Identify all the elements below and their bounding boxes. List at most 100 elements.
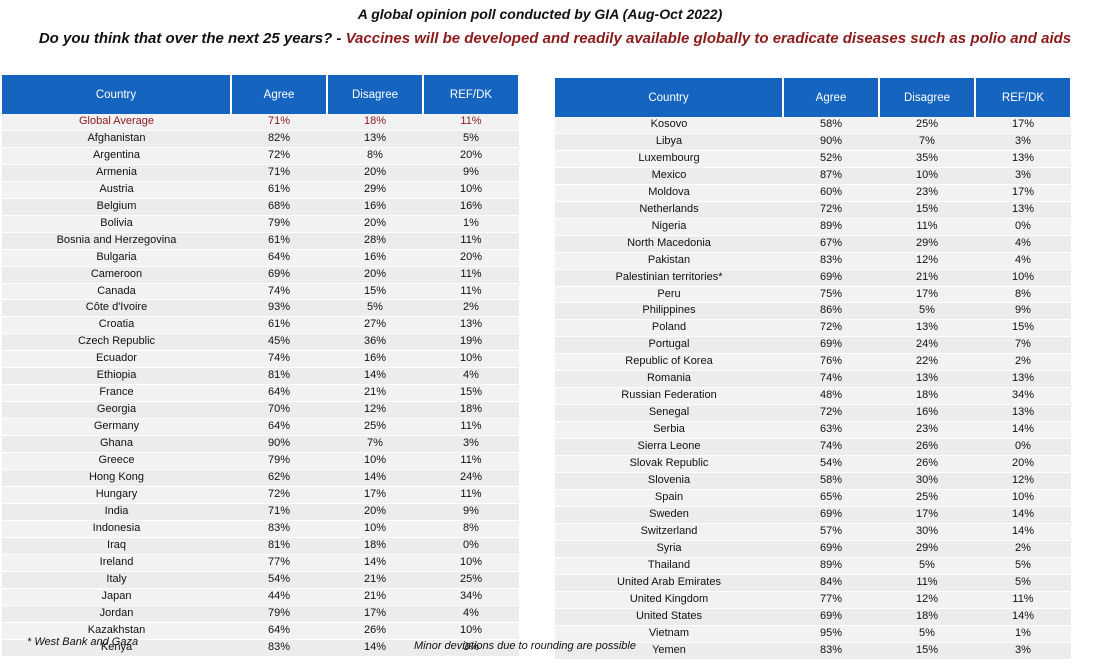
agree-cell: 61% — [231, 316, 327, 335]
country-cell: Iraq — [2, 537, 231, 555]
table-row: Thailand 89% 5% 5% — [555, 557, 1071, 575]
disagree-cell: 14% — [327, 469, 423, 487]
table-row: Slovak Republic 54% 26% 20% — [555, 455, 1071, 474]
ref-dk-cell: 1% — [423, 215, 519, 233]
agree-cell: 82% — [231, 130, 327, 148]
ref-dk-cell: 2% — [423, 299, 519, 318]
agree-cell: 69% — [231, 266, 327, 284]
agree-cell: 72% — [783, 201, 879, 219]
table-row: Spain 65% 25% 10% — [555, 489, 1071, 507]
table-row: Ireland 77% 14% 10% — [2, 554, 519, 572]
agree-cell: 71% — [231, 114, 327, 131]
country-cell: Thailand — [555, 557, 783, 575]
country-cell: Armenia — [2, 164, 231, 182]
disagree-cell: 35% — [879, 150, 975, 168]
disagree-cell: 7% — [879, 133, 975, 151]
ref-dk-cell: 25% — [423, 571, 519, 589]
table-row: Italy 54% 21% 25% — [2, 571, 519, 589]
country-cell: Palestinian territories* — [555, 269, 783, 287]
disagree-cell: 13% — [327, 130, 423, 148]
ref-dk-cell: 4% — [423, 605, 519, 623]
country-cell: Nigeria — [555, 218, 783, 236]
country-cell: Senegal — [555, 404, 783, 423]
column-header-ref-dk: REF/DK — [975, 78, 1072, 117]
agree-cell: 54% — [231, 571, 327, 589]
ref-dk-cell: 13% — [423, 316, 519, 335]
country-cell: Côte d'Ivoire — [2, 299, 231, 318]
country-cell: Kosovo — [555, 117, 783, 134]
agree-cell: 67% — [783, 235, 879, 253]
agree-cell: 79% — [231, 215, 327, 233]
table-row: France 64% 21% 15% — [2, 384, 519, 403]
agree-cell: 69% — [783, 269, 879, 287]
country-cell: Syria — [555, 540, 783, 558]
ref-dk-cell: 8% — [423, 520, 519, 538]
table-row: United States 69% 18% 14% — [555, 608, 1071, 626]
disagree-cell: 17% — [879, 506, 975, 524]
disagree-cell: 14% — [327, 639, 423, 657]
disagree-cell: 12% — [879, 591, 975, 609]
table-row: Canada 74% 15% 11% — [2, 283, 519, 301]
ref-dk-cell: 4% — [423, 367, 519, 386]
disagree-cell: 21% — [879, 269, 975, 287]
ref-dk-cell: 10% — [423, 181, 519, 199]
agree-cell: 83% — [783, 252, 879, 270]
agree-cell: 68% — [231, 198, 327, 216]
country-cell: Greece — [2, 452, 231, 471]
disagree-cell: 7% — [327, 435, 423, 454]
disagree-cell: 12% — [879, 252, 975, 270]
country-cell: Serbia — [555, 421, 783, 440]
table-row: Yemen 83% 15% 3% — [555, 642, 1071, 660]
table-row: Kenya 83% 14% 3% — [2, 639, 519, 657]
country-cell: Bosnia and Herzegovina — [2, 232, 231, 250]
country-cell: Russian Federation — [555, 387, 783, 406]
ref-dk-cell: 3% — [975, 133, 1071, 151]
disagree-cell: 23% — [879, 421, 975, 440]
agree-cell: 69% — [783, 608, 879, 626]
agree-cell: 77% — [783, 591, 879, 609]
disagree-cell: 17% — [327, 486, 423, 504]
disagree-cell: 13% — [879, 319, 975, 338]
country-cell: Cameroon — [2, 266, 231, 284]
ref-dk-cell: 11% — [423, 283, 519, 301]
agree-cell: 64% — [231, 622, 327, 640]
agree-cell: 89% — [783, 557, 879, 575]
disagree-cell: 17% — [879, 286, 975, 304]
agree-cell: 93% — [231, 299, 327, 318]
ref-dk-cell: 17% — [975, 184, 1071, 202]
agree-cell: 86% — [783, 302, 879, 321]
ref-dk-cell: 0% — [975, 438, 1071, 457]
country-cell: Romania — [555, 370, 783, 389]
country-cell: Croatia — [2, 316, 231, 335]
ref-dk-cell: 13% — [975, 150, 1071, 168]
table-row: Moldova 60% 23% 17% — [555, 184, 1071, 202]
table-row: Kosovo 58% 25% 17% — [555, 117, 1071, 134]
country-cell: United States — [555, 608, 783, 626]
ref-dk-cell: 34% — [975, 387, 1071, 406]
ref-dk-cell: 0% — [975, 218, 1071, 236]
disagree-cell: 15% — [327, 283, 423, 301]
agree-cell: 54% — [783, 455, 879, 474]
agree-cell: 71% — [231, 503, 327, 521]
ref-dk-cell: 3% — [423, 435, 519, 454]
table-row: Austria 61% 29% 10% — [2, 181, 519, 199]
agree-cell: 61% — [231, 232, 327, 250]
disagree-cell: 29% — [327, 181, 423, 199]
ref-dk-cell: 2% — [975, 353, 1071, 372]
disagree-cell: 26% — [879, 438, 975, 457]
table-row: Sweden 69% 17% 14% — [555, 506, 1071, 524]
disagree-cell: 8% — [327, 147, 423, 165]
disagree-cell: 10% — [879, 167, 975, 185]
disagree-cell: 30% — [879, 523, 975, 541]
table-row: North Macedonia 67% 29% 4% — [555, 235, 1071, 253]
agree-cell: 64% — [231, 418, 327, 437]
country-cell: Hungary — [2, 486, 231, 504]
table-row: Mexico 87% 10% 3% — [555, 167, 1071, 185]
disagree-cell: 29% — [879, 235, 975, 253]
country-cell: North Macedonia — [555, 235, 783, 253]
agree-cell: 72% — [783, 319, 879, 338]
country-cell: Ghana — [2, 435, 231, 454]
country-cell: Luxembourg — [555, 150, 783, 168]
country-cell: Austria — [2, 181, 231, 199]
question-statement: Vaccines will be developed and readily a… — [345, 30, 1072, 47]
